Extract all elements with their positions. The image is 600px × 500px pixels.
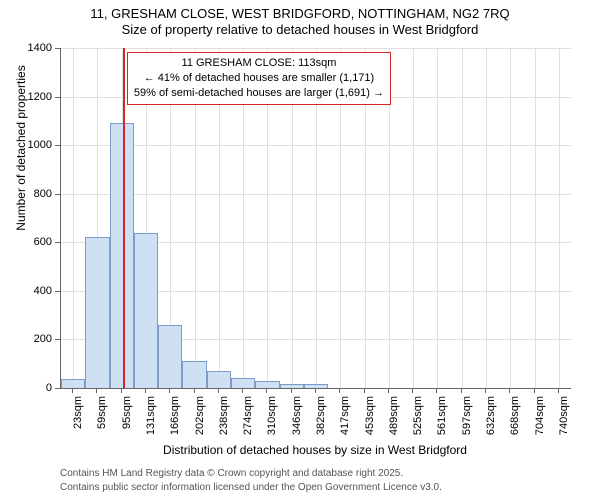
xtick-mark	[461, 388, 462, 393]
xtick-mark	[194, 388, 195, 393]
annotation-line: 59% of semi-detached houses are larger (…	[134, 86, 384, 101]
histogram-bar	[134, 233, 158, 388]
ytick-mark	[55, 242, 60, 243]
plot-area: 11 GRESHAM CLOSE: 113sqm← 41% of detache…	[60, 48, 571, 389]
xtick-label: 95sqm	[121, 396, 133, 446]
xtick-mark	[388, 388, 389, 393]
xtick-mark	[145, 388, 146, 393]
xtick-mark	[412, 388, 413, 393]
xtick-mark	[339, 388, 340, 393]
xtick-label: 310sqm	[266, 396, 278, 446]
xtick-label: 382sqm	[315, 396, 327, 446]
annotation-line: ← 41% of detached houses are smaller (1,…	[134, 71, 384, 86]
ytick-label: 1000	[0, 139, 52, 151]
ytick-label: 1400	[0, 42, 52, 54]
gridline-v	[486, 48, 487, 388]
ytick-label: 1200	[0, 91, 52, 103]
histogram-bar	[280, 384, 304, 388]
gridline-v	[73, 48, 74, 388]
xtick-label: 525sqm	[412, 396, 424, 446]
xtick-mark	[558, 388, 559, 393]
histogram-bar	[231, 378, 255, 388]
xtick-label: 131sqm	[145, 396, 157, 446]
gridline-v	[559, 48, 560, 388]
ytick-mark	[55, 97, 60, 98]
histogram-bar	[255, 381, 279, 388]
ytick-mark	[55, 145, 60, 146]
annotation-box: 11 GRESHAM CLOSE: 113sqm← 41% of detache…	[127, 52, 391, 105]
xtick-mark	[218, 388, 219, 393]
xtick-mark	[169, 388, 170, 393]
xtick-mark	[242, 388, 243, 393]
ytick-mark	[55, 388, 60, 389]
footer-line-2: Contains public sector information licen…	[60, 482, 442, 493]
xtick-label: 668sqm	[509, 396, 521, 446]
ytick-mark	[55, 339, 60, 340]
xtick-mark	[291, 388, 292, 393]
xtick-label: 561sqm	[436, 396, 448, 446]
histogram-bar	[158, 325, 182, 388]
gridline-v	[413, 48, 414, 388]
ytick-mark	[55, 291, 60, 292]
gridline-v	[462, 48, 463, 388]
xtick-label: 346sqm	[291, 396, 303, 446]
xtick-label: 740sqm	[558, 396, 570, 446]
xtick-label: 632sqm	[485, 396, 497, 446]
histogram-bar	[110, 123, 134, 388]
xtick-label: 417sqm	[339, 396, 351, 446]
chart-title-line1: 11, GRESHAM CLOSE, WEST BRIDGFORD, NOTTI…	[0, 6, 600, 21]
histogram-bar	[85, 237, 109, 388]
xtick-mark	[436, 388, 437, 393]
xtick-label: 238sqm	[218, 396, 230, 446]
xtick-label: 489sqm	[388, 396, 400, 446]
footer-line-1: Contains HM Land Registry data © Crown c…	[60, 468, 403, 479]
xtick-label: 597sqm	[461, 396, 473, 446]
xtick-label: 166sqm	[169, 396, 181, 446]
chart-title-line2: Size of property relative to detached ho…	[0, 22, 600, 37]
ytick-label: 400	[0, 285, 52, 297]
ytick-mark	[55, 48, 60, 49]
xtick-label: 453sqm	[364, 396, 376, 446]
xtick-mark	[509, 388, 510, 393]
annotation-line: 11 GRESHAM CLOSE: 113sqm	[134, 56, 384, 71]
histogram-bar	[61, 379, 85, 388]
xtick-label: 274sqm	[242, 396, 254, 446]
gridline-v	[535, 48, 536, 388]
reference-line	[123, 48, 125, 388]
xtick-label: 59sqm	[96, 396, 108, 446]
xtick-mark	[96, 388, 97, 393]
gridline-v	[437, 48, 438, 388]
xtick-mark	[315, 388, 316, 393]
gridline-v	[510, 48, 511, 388]
xtick-label: 202sqm	[194, 396, 206, 446]
ytick-mark	[55, 194, 60, 195]
ytick-label: 0	[0, 382, 52, 394]
xtick-mark	[72, 388, 73, 393]
xtick-mark	[485, 388, 486, 393]
xtick-label: 704sqm	[534, 396, 546, 446]
ytick-label: 600	[0, 236, 52, 248]
xtick-mark	[266, 388, 267, 393]
xtick-label: 23sqm	[72, 396, 84, 446]
ytick-label: 800	[0, 188, 52, 200]
ytick-label: 200	[0, 333, 52, 345]
chart-container: 11, GRESHAM CLOSE, WEST BRIDGFORD, NOTTI…	[0, 0, 600, 500]
xtick-mark	[364, 388, 365, 393]
xtick-mark	[534, 388, 535, 393]
xtick-mark	[121, 388, 122, 393]
histogram-bar	[207, 371, 231, 388]
histogram-bar	[182, 361, 206, 388]
